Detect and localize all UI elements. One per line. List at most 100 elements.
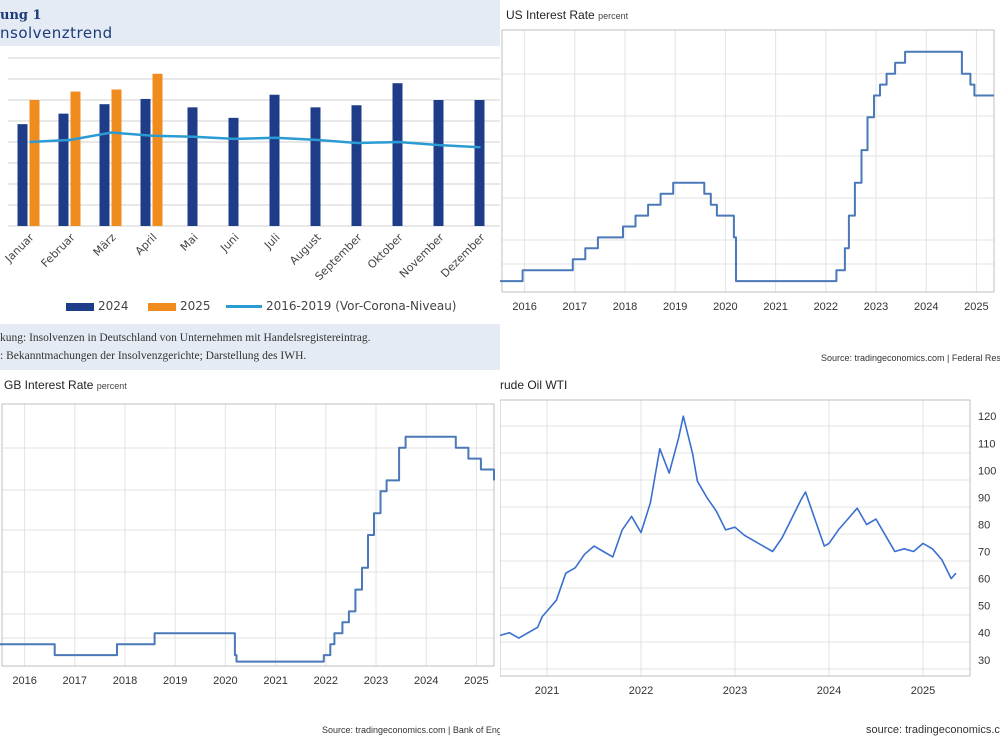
y-tick-label: 80 [978, 519, 990, 531]
plot-frame [500, 399, 971, 677]
series-line [0, 435, 495, 663]
x-tick-label: 2025 [964, 301, 988, 313]
legend-label-2025: 2025 [180, 299, 211, 313]
x-tick-label: 2021 [535, 685, 559, 697]
crude-oil-chart: 2021 2022 2023 2024 2025 30 40 50 60 70 80 90 100 110… [500, 399, 996, 697]
note-source: : Bekanntmachungen der Insolvenzgerichte… [0, 350, 307, 362]
x-tick-label: März [91, 231, 119, 259]
x-tick-label: 2018 [113, 675, 137, 687]
x-tick-label: 2023 [364, 675, 388, 687]
y-tick-label: 30 [978, 655, 990, 667]
bar-2024 [310, 107, 321, 226]
bar-2024 [140, 98, 151, 226]
us-rate-title: US Interest Rate percent [506, 8, 628, 22]
insolvency-header: ung 1 nsolvenztrend [0, 0, 500, 46]
series-line [500, 415, 957, 639]
insolvency-trend-panel: ung 1 nsolvenztrend Januar Februar März Apr… [0, 0, 500, 370]
y-tick-label: 60 [978, 574, 990, 586]
bar-2024 [433, 100, 444, 226]
bar-2025 [29, 100, 40, 226]
x-tick-label: 2025 [464, 675, 488, 687]
x-tick-label: April [133, 231, 160, 258]
us-interest-rate-chart: 2016 2017 2018 2019 2020 2021 2022 2023 2024 2025 [500, 29, 995, 313]
x-tick-label: Oktober [365, 231, 406, 272]
us-rate-source: Source: tradingeconomics.com | Federal R… [821, 353, 1000, 363]
bar-2024 [474, 100, 485, 226]
us-rate-title-text: US Interest Rate [506, 8, 595, 22]
insolvency-chart-title: nsolvenztrend [0, 24, 113, 42]
x-tick-label: 2019 [663, 301, 687, 313]
gb-rate-source: Source: tradingeconomics.com | Bank of E… [322, 725, 500, 735]
y-tick-label: 50 [978, 601, 990, 613]
gb-rate-title: GB Interest Rate percent [4, 378, 127, 392]
insolvency-bar-chart: Januar Februar März April Mai Juni Juli AugustS… [2, 57, 500, 283]
x-tick-label: 2022 [629, 685, 653, 697]
x-tick-label: 2023 [723, 685, 747, 697]
bar-2024 [99, 104, 110, 226]
bar-2024 [17, 124, 28, 226]
x-tick-label: 2022 [314, 675, 338, 687]
x-tick-label: 2025 [911, 685, 935, 697]
bar-2024 [187, 107, 198, 226]
x-tick-label: 2024 [914, 301, 938, 313]
x-tick-label: 2024 [817, 685, 841, 697]
x-tick-label: 2020 [213, 675, 237, 687]
gb-rate-title-text: GB Interest Rate [4, 378, 94, 392]
legend-swatch-2025 [148, 302, 176, 311]
y-tick-label: 40 [978, 628, 990, 640]
gb-rate-unit: percent [96, 381, 127, 391]
x-tick-label: 2020 [713, 301, 737, 313]
x-tick-label: 2023 [864, 301, 888, 313]
note-description: kung: Insolvenzen in Deutschland von Unt… [0, 332, 371, 344]
series-line-baseline [29, 131, 481, 149]
legend-swatch-2024 [66, 302, 94, 311]
figure-label: ung 1 [0, 8, 42, 23]
legend-label-2024: 2024 [98, 299, 129, 313]
x-tick-label: Dezember [438, 231, 488, 281]
x-tick-label: Februar [39, 231, 78, 270]
insolvency-notes: kung: Insolvenzen in Deutschland von Unt… [0, 324, 500, 370]
x-tick-label: 2021 [263, 675, 287, 687]
y-tick-label: 70 [978, 547, 990, 559]
plot-frame [501, 29, 995, 293]
legend-item-2024: 2024 [66, 299, 129, 313]
x-tick-label: August [287, 230, 324, 267]
x-tick-label: 2019 [163, 675, 187, 687]
legend-item-2025: 2025 [148, 299, 211, 313]
bar-2024 [392, 83, 403, 226]
plot-frame [1, 403, 495, 667]
x-tick-label: 2018 [613, 301, 637, 313]
x-tick-label: Januar [2, 231, 37, 266]
legend-line-baseline [226, 305, 262, 308]
x-tick-label: 2016 [512, 301, 536, 313]
x-tick-label: 2017 [63, 675, 87, 687]
bar-2025 [152, 73, 163, 226]
bar-2025 [111, 89, 122, 226]
bar-2024 [58, 113, 69, 226]
y-tick-label: 110 [978, 438, 996, 450]
y-tick-label: 120 [978, 411, 996, 423]
us-interest-rate-panel: US Interest Rate percent 2016 2017 2018 201… [500, 0, 1000, 370]
x-tick-label: Juli [261, 231, 282, 252]
bar-2024 [228, 117, 239, 226]
crude-oil-panel: rude Oil WTI 2021 2022 2023 2024 2025 30 40 50 6… [500, 370, 1000, 740]
x-tick-label: Juni [217, 231, 241, 255]
x-tick-label: 2024 [414, 675, 438, 687]
x-tick-label: 2021 [763, 301, 787, 313]
legend-label-baseline: 2016-2019 (Vor-Corona-Niveau) [266, 299, 457, 313]
series-line [500, 50, 994, 283]
x-tick-label: 2016 [12, 675, 36, 687]
us-rate-unit: percent [598, 11, 629, 21]
oil-source: source: tradingeconomics.co [866, 724, 1000, 736]
gb-interest-rate-chart: 2016 2017 2018 2019 2020 2021 2022 2023 2024 2025 [0, 403, 495, 687]
legend-item-baseline: 2016-2019 (Vor-Corona-Niveau) [226, 299, 456, 313]
bar-2024 [351, 105, 362, 226]
bar-2024 [269, 94, 280, 226]
x-tick-label: 2022 [814, 301, 838, 313]
bar-2025 [70, 91, 81, 226]
oil-title: rude Oil WTI [500, 378, 568, 392]
gb-interest-rate-panel: GB Interest Rate percent 2016 2017 2018 201… [0, 370, 500, 740]
x-tick-label: Mai [178, 231, 201, 254]
x-tick-label: 2017 [563, 301, 587, 313]
y-tick-label: 100 [978, 465, 996, 477]
